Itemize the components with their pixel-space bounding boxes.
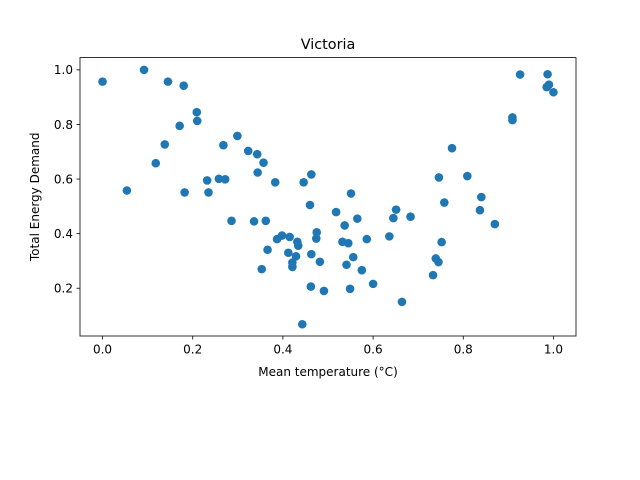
data-point-71 [475,205,485,215]
data-point-3 [151,158,161,168]
data-point-13 [214,174,224,184]
data-point-4 [160,140,170,149]
data-point-11 [202,176,212,185]
data-point-75 [508,113,517,122]
data-point-14 [219,140,228,150]
x-tick-label-2: 0.4 [273,343,292,357]
x-axis-label: Mean temperature (°C) [258,365,398,379]
x-tick-label-4: 0.8 [454,343,473,357]
data-point-42 [311,234,321,243]
data-point-0 [98,77,107,86]
data-point-23 [259,158,268,167]
data-point-20 [252,149,262,159]
data-points [98,65,558,329]
data-point-73 [490,219,500,229]
data-point-32 [288,262,297,272]
x-tick-label-1: 0.2 [183,343,202,357]
x-tick-label-0: 0.0 [93,343,112,357]
data-point-51 [345,284,355,294]
y-tick-label-2: 0.6 [54,172,73,186]
y-axis-label: Total Energy Demand [28,133,42,263]
y-tick-label-4: 1.0 [54,63,73,77]
data-point-5 [163,77,173,86]
data-point-76 [515,70,525,79]
data-point-58 [385,232,394,241]
data-point-43 [312,227,322,237]
y-tick-label-0: 0.2 [54,282,73,296]
data-point-24 [261,216,271,226]
data-point-16 [227,216,236,226]
chart-title: Victoria [301,37,356,53]
data-point-46 [331,207,341,217]
data-point-45 [319,286,329,296]
data-point-40 [307,249,316,259]
data-point-33 [291,251,301,261]
data-point-28 [277,231,287,240]
data-point-49 [342,260,351,270]
data-point-44 [315,257,325,267]
data-point-52 [346,189,356,198]
data-point-29 [284,248,293,258]
plot-area [80,57,576,336]
data-point-53 [348,252,358,262]
data-point-18 [243,146,253,156]
data-point-55 [357,265,367,275]
data-point-9 [192,107,202,117]
x-axis-ticks: 0.0 0.2 0.4 0.6 0.8 1.0 [93,336,563,357]
data-point-10 [192,116,202,126]
data-point-60 [391,205,401,214]
data-point-48 [340,221,349,230]
data-point-39 [307,170,316,179]
data-point-21 [253,168,262,177]
data-point-30 [285,232,294,242]
x-tick-label-3: 0.6 [364,343,383,357]
data-point-17 [233,131,242,141]
data-point-25 [263,245,272,255]
y-tick-label-1: 0.4 [54,227,73,241]
data-point-22 [257,264,267,274]
data-point-65 [434,257,443,267]
y-axis-ticks: 0.2 0.4 0.6 0.8 1.0 [54,63,80,296]
data-point-61 [397,297,407,307]
data-point-72 [477,192,486,202]
data-point-8 [180,188,189,197]
data-point-19 [249,217,259,226]
data-point-56 [362,234,372,244]
data-point-2 [139,65,149,75]
data-point-78 [543,69,552,79]
y-tick-label-3: 0.8 [54,118,73,132]
data-point-70 [463,171,472,181]
data-point-69 [447,143,457,153]
data-point-79 [544,80,554,89]
data-point-68 [440,198,449,207]
data-point-1 [122,186,132,195]
data-point-59 [389,213,398,223]
data-point-7 [179,81,189,91]
data-point-41 [306,282,316,291]
data-point-66 [434,173,444,182]
data-point-36 [298,319,307,329]
data-point-63 [428,270,438,280]
data-point-35 [293,241,303,250]
data-point-54 [353,214,362,223]
data-point-37 [299,178,308,187]
data-point-38 [305,200,315,210]
x-tick-label-5: 1.0 [544,343,563,357]
data-point-50 [343,238,353,248]
data-point-15 [220,175,230,184]
plot-frame [79,57,577,337]
data-point-6 [175,121,184,131]
data-point-80 [549,87,558,97]
data-point-26 [270,178,280,187]
data-point-62 [406,212,415,222]
data-point-67 [437,237,446,247]
data-point-12 [204,188,213,197]
data-point-57 [368,279,378,289]
